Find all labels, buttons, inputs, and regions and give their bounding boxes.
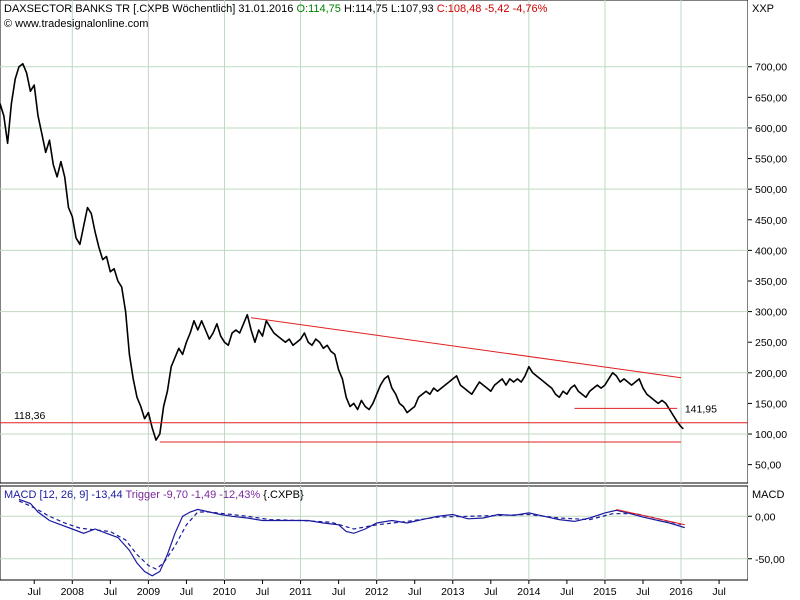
price-line <box>0 62 684 441</box>
macd-legend-diff: -1,49 -12,43% <box>191 489 261 501</box>
price-annotation: 141,95 <box>685 403 717 415</box>
x-tick-label: Jul <box>636 586 649 598</box>
x-tick-label: 2011 <box>289 586 312 598</box>
x-tick-label: Jul <box>180 586 193 598</box>
x-tick-label: 2013 <box>441 586 465 598</box>
price-ytick-label: 600,00 <box>755 123 787 135</box>
macd-legend-macd: MACD [12, 26, 9] -13,44 <box>4 489 123 501</box>
price-ytick-label: 50,00 <box>755 460 781 472</box>
macd-series <box>18 498 685 577</box>
annotations: 118,36 141,95 <box>14 403 717 421</box>
price-ytick-label: 150,00 <box>755 398 787 410</box>
close-change-value: C:108,48 -5,42 -4,76% <box>436 3 548 15</box>
x-tick-label: 2016 <box>669 586 693 598</box>
trigger-line <box>18 500 682 570</box>
macd-ytick-label: -50,00 <box>755 554 785 566</box>
right-axis <box>748 0 800 600</box>
x-tick-label: Jul <box>332 586 345 598</box>
price-ytick-label: 550,00 <box>755 154 787 166</box>
x-tick-label: 2015 <box>593 586 617 598</box>
price-ytick-label: 250,00 <box>755 337 787 349</box>
price-series <box>0 62 748 443</box>
x-tick-label: Jul <box>104 586 117 598</box>
macd-legend: MACD [12, 26, 9] -13,44 Trigger -9,70 -1… <box>4 489 304 501</box>
x-tick-label: Jul <box>484 586 497 598</box>
level-label: 118,36 <box>14 410 45 422</box>
chart-header: DAXSECTOR BANKS TR [.CXPB Wöchentlich] 3… <box>4 3 547 15</box>
macd-ytick-label: 0,00 <box>755 511 776 523</box>
price-ytick-label: 400,00 <box>755 245 787 257</box>
macd-trendline <box>616 508 685 526</box>
x-tick-label: Jul <box>712 586 725 598</box>
macd-legend-symbol: {.CXPB} <box>263 489 304 501</box>
x-tick-label: Jul <box>408 586 421 598</box>
instrument-title: DAXSECTOR BANKS TR [.CXPB Wöchentlich] 3… <box>4 3 294 15</box>
source-label: © www.tradesignalonline.com <box>4 18 149 30</box>
price-ytick-label: 450,00 <box>755 215 787 227</box>
high-value: H:114,75 <box>343 3 388 15</box>
price-panel-frame <box>0 0 749 484</box>
price-ytick-label: 350,00 <box>755 276 787 288</box>
open-value: O:114,75 <box>296 3 341 15</box>
macd-line <box>18 498 685 577</box>
x-tick-label: Jul <box>256 586 269 598</box>
price-ytick-label: 300,00 <box>755 307 787 319</box>
x-axis-ticks: Jul 2008 Jul 2009 Jul 2010 Jul 2011 Jul 2012 Jul 20… <box>28 580 726 598</box>
macd-legend-trigger: Trigger -9,70 <box>125 489 189 501</box>
x-tick-label: 2012 <box>365 586 389 598</box>
price-ytick-label: 200,00 <box>755 368 787 380</box>
low-value: L:107,93 <box>390 3 434 15</box>
price-ytick-label: 700,00 <box>755 62 787 74</box>
macd-unit-label: MACD <box>752 489 785 501</box>
x-tick-label: 2014 <box>517 586 541 598</box>
currency-label: XXP <box>752 3 775 15</box>
price-ytick-label: 500,00 <box>755 184 787 196</box>
trendline <box>251 317 682 379</box>
macd-panel-frame <box>0 485 749 581</box>
x-tick-label: 2010 <box>213 586 237 598</box>
x-tick-label: Jul <box>28 586 41 598</box>
grid-lines <box>0 0 748 580</box>
y-axis-ticks: 50,00 100,00 150,00 200,00 250,00 300,00 350,0… <box>748 62 787 566</box>
x-tick-label: Jul <box>560 586 573 598</box>
price-ytick-label: 100,00 <box>755 429 787 441</box>
price-ytick-label: 650,00 <box>755 92 787 104</box>
x-tick-label: 2009 <box>137 586 161 598</box>
x-tick-label: 2008 <box>61 586 85 598</box>
